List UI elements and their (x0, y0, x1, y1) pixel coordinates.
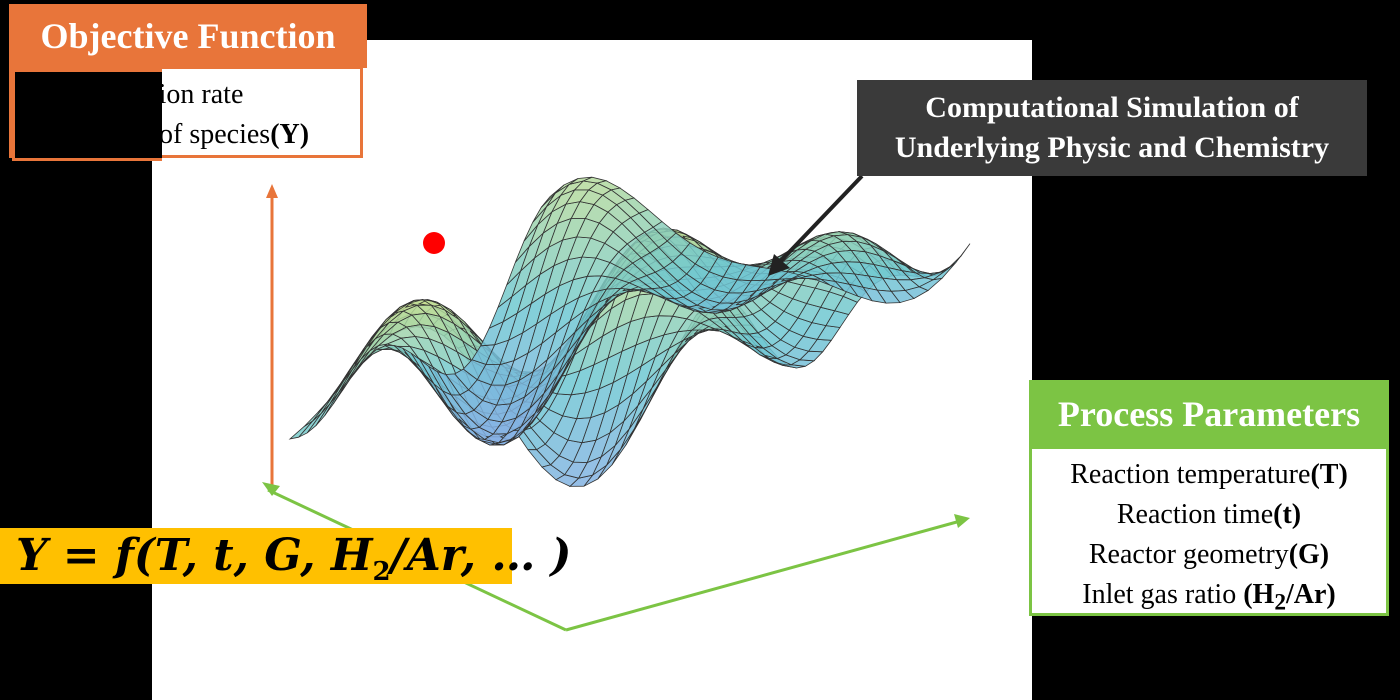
objective-function-title: Objective Function (9, 4, 367, 68)
objective-line-2: y of species(Y) (138, 119, 310, 150)
x-axis-arrowhead (262, 482, 280, 496)
optimum-point (423, 232, 445, 254)
simulation-arrow (774, 174, 864, 268)
param-time: Reaction time(t) (1116, 499, 1302, 530)
objective-function-box: ersion rate y of species(Y) (9, 66, 363, 161)
param-geometry: Reactor geometry(G) (1088, 539, 1330, 570)
objective-mask (12, 69, 162, 161)
simulation-arrowhead (768, 254, 790, 276)
equation-box (0, 528, 512, 584)
simulation-label: Computational Simulation of Underlying P… (857, 80, 1367, 176)
param-temperature: Reaction temperature(T) (1070, 459, 1348, 490)
equation: Y = f(T, t, G, H2/Ar, … ) (16, 530, 572, 587)
simulation-line-2: Underlying Physic and Chemistry (894, 131, 1330, 164)
process-parameters-box: Reaction temperature(T) Reaction time(t)… (1029, 446, 1389, 616)
z-axis-arrowhead (266, 184, 278, 198)
mesh-cell (947, 243, 971, 270)
y-axis-arrowhead (954, 514, 970, 528)
param-gas-ratio: Inlet gas ratio (H2/Ar) (1082, 579, 1336, 616)
surface-mesh (288, 176, 971, 487)
objective-mask-border (12, 69, 162, 161)
mesh-cell (938, 255, 962, 274)
mesh-cell (298, 413, 322, 438)
y-axis (565, 518, 965, 632)
simulation-line-1: Computational Simulation of (925, 91, 1299, 124)
process-parameters-title: Process Parameters (1029, 380, 1389, 448)
